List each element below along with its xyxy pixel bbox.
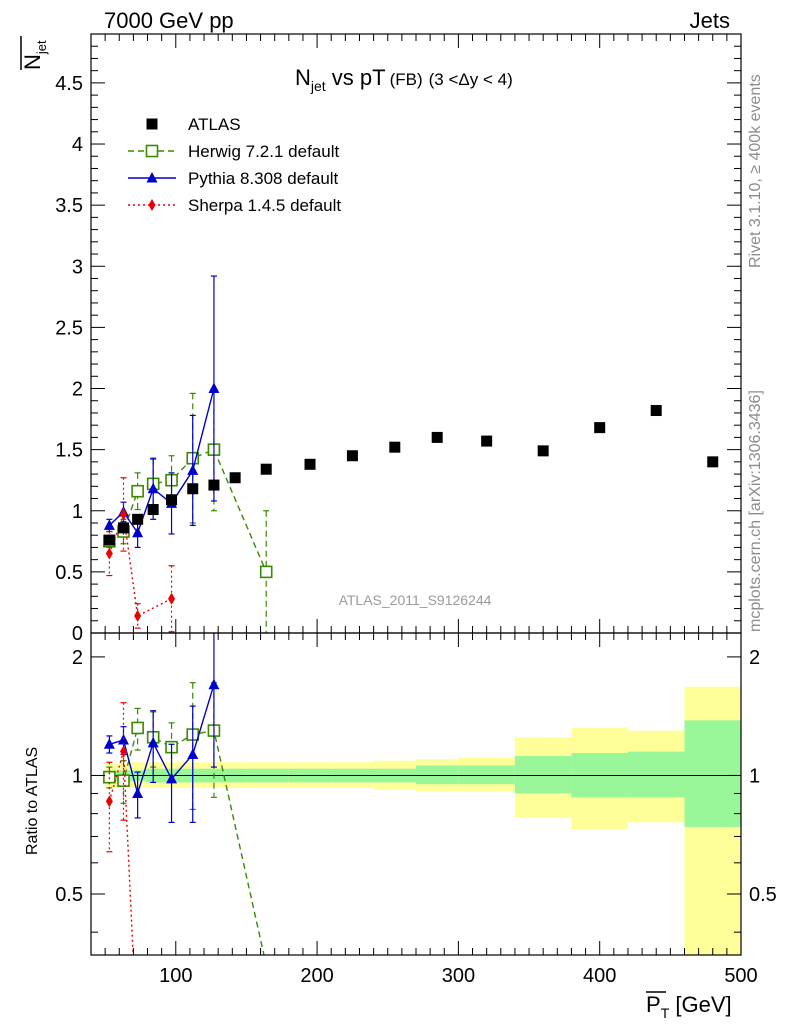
chart-title-fb: (FB) — [390, 70, 423, 89]
main-ytick-label: 1 — [72, 501, 83, 523]
main-ytick-label: 3 — [72, 256, 83, 278]
main-ylabel-sub: jet — [34, 40, 49, 55]
legend-pythia-label: Pythia 8.308 default — [188, 169, 339, 188]
chart-title-cut: (3 <Δy < 4) — [429, 70, 513, 89]
main-atlas-point — [208, 479, 220, 491]
main-sherpa-point — [120, 508, 127, 521]
main-herwig-point — [259, 565, 273, 579]
legend-sherpa-marker — [148, 199, 156, 211]
ratio-herwig-point — [261, 960, 272, 971]
xtick-label: 400 — [583, 965, 616, 987]
header-beam-label: 7000 GeV pp — [104, 8, 234, 33]
legend-herwig-marker — [145, 144, 159, 158]
legend-atlas-label: ATLAS — [188, 115, 241, 134]
legend-pythia-marker — [146, 172, 158, 183]
main-sherpa-point — [134, 609, 142, 622]
ratio-herwig-point — [117, 774, 130, 787]
xtick-label: 200 — [300, 965, 333, 987]
main-atlas-point — [707, 456, 719, 468]
chart-title-rest: vs pT — [326, 65, 386, 90]
main-pythia-point — [147, 482, 159, 494]
main-atlas-point — [187, 483, 199, 495]
band-inner-bin — [627, 751, 685, 798]
main-ytick-label: 0 — [72, 623, 83, 645]
legend: ATLAS Herwig 7.2.1 default Pythia 8.308 de… — [128, 115, 341, 215]
main-atlas-point — [389, 441, 401, 453]
main-ylabel: Njet — [20, 36, 49, 70]
chart-title: Njet vs pT (FB) (3 <Δy < 4) — [295, 65, 513, 94]
main-atlas-point — [132, 513, 144, 525]
main-atlas-point — [166, 494, 178, 506]
main-pythia-point — [187, 464, 199, 475]
main-ytick-label: 4 — [72, 134, 83, 156]
main-atlas-point — [431, 431, 443, 443]
main-atlas-point — [346, 450, 358, 462]
main-ytick-label: 1.5 — [55, 440, 83, 462]
ratio-sherpa-point — [105, 795, 113, 808]
main-atlas-point — [650, 405, 662, 417]
main-atlas-point — [147, 504, 159, 516]
band-inner-bin — [458, 765, 515, 785]
main-atlas-point — [594, 422, 606, 434]
main-ytick-label: 2 — [72, 379, 83, 401]
xtick-label: 300 — [442, 965, 475, 987]
chart-title-n: N — [295, 65, 311, 90]
xlabel-sub: T — [661, 1005, 670, 1021]
main-pythia-point — [132, 526, 144, 538]
xlabel: PT [GeV] — [646, 991, 732, 1021]
main-ylabel-text: Njet — [20, 40, 49, 70]
main-panel-bg — [91, 34, 741, 633]
main-ytick-label: 2.5 — [55, 317, 83, 339]
ratio-ytick-label: 0.5 — [55, 884, 83, 906]
main-atlas-point — [481, 435, 493, 447]
main-sherpa-point — [105, 547, 113, 560]
analysis-id-watermark: ATLAS_2011_S9126244 — [339, 592, 492, 608]
ratio-ytick-label-right: 1 — [749, 765, 760, 787]
band-inner-bin — [416, 765, 459, 785]
xlabel-unit: [GeV] — [669, 992, 731, 1017]
legend-atlas-marker — [146, 118, 158, 130]
band-inner-bin — [684, 720, 741, 827]
main-ytick-label: 4.5 — [55, 73, 83, 95]
ratio-ytick-label-right: 0.5 — [749, 884, 777, 906]
ratio-pythia-point — [147, 736, 159, 748]
main-atlas-point — [260, 463, 272, 475]
band-inner-bin — [514, 756, 572, 794]
main-pythia-point — [103, 519, 115, 530]
ratio-ytick-label-right: 2 — [749, 647, 760, 669]
ratio-ytick-label: 1 — [72, 765, 83, 787]
main-atlas-point — [229, 472, 241, 484]
ratio-ylabel: Ratio to ATLAS — [24, 747, 41, 855]
main-atlas-point — [118, 522, 129, 534]
xtick-label: 100 — [159, 965, 192, 987]
ratio-pythia-point — [132, 787, 144, 798]
ratio-ytick-label: 2 — [72, 647, 83, 669]
ratio-pythia-point — [166, 772, 178, 784]
chart-title-sub: jet — [310, 78, 326, 94]
ratio-pythia-point — [208, 678, 220, 690]
main-ytick-label: 3.5 — [55, 195, 83, 217]
legend-herwig-label: Herwig 7.2.1 default — [188, 142, 339, 161]
main-atlas-point — [537, 445, 549, 457]
main-ytick-label: 0.5 — [55, 562, 83, 584]
main-sherpa-point — [168, 592, 176, 605]
ratio-sherpa-point — [120, 745, 127, 758]
xlabel-text: PT [GeV] — [646, 992, 732, 1021]
legend-sherpa-label: Sherpa 1.4.5 default — [188, 196, 341, 215]
xlabel-p: P — [646, 992, 661, 1017]
ratio-pythia-point — [103, 738, 115, 749]
main-sherpa-line — [108, 514, 172, 617]
main-ylabel-n: N — [20, 54, 45, 70]
ratio-pythia-point — [187, 748, 199, 760]
main-herwig-point — [131, 484, 144, 498]
header-observable-label: Jets — [689, 8, 730, 33]
main-pythia-point — [208, 382, 220, 394]
ratio-herwig-point — [131, 721, 144, 735]
xtick-label: 500 — [724, 965, 757, 987]
main-atlas-point — [103, 534, 115, 546]
main-atlas-point — [304, 458, 316, 470]
